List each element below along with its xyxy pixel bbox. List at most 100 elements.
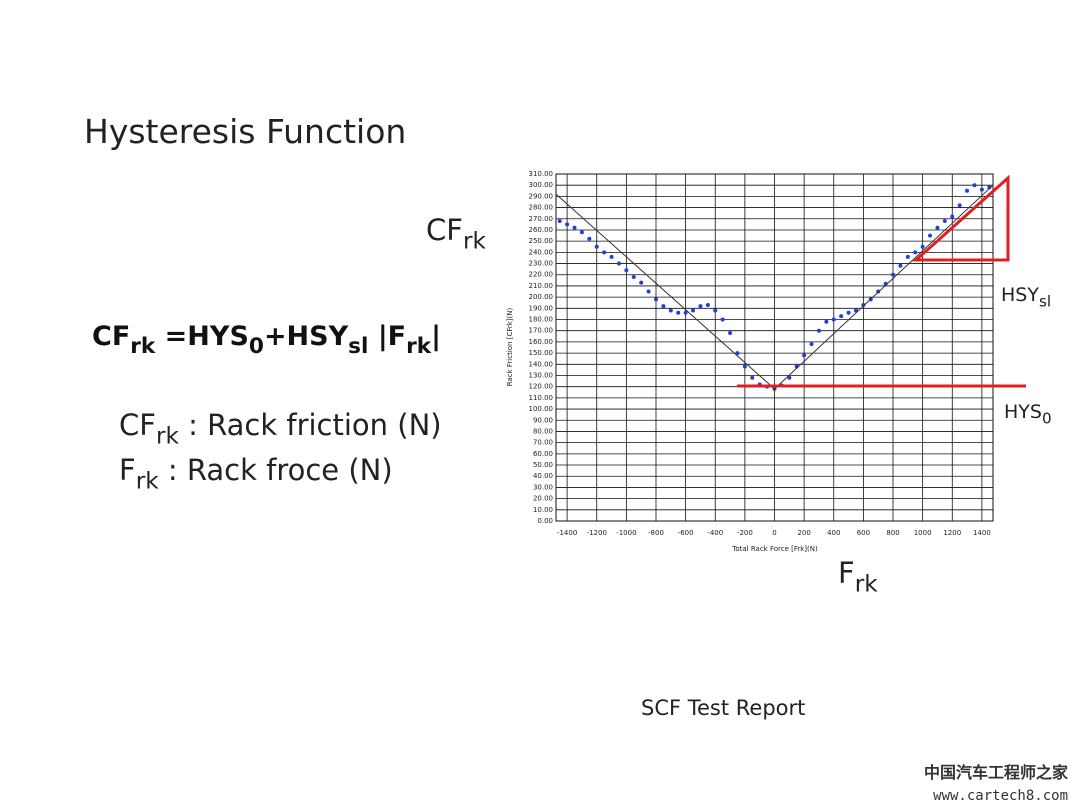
y-tick-label: 200.00: [529, 293, 554, 301]
x-tick-label: 200: [797, 529, 810, 537]
data-point: [720, 317, 725, 322]
data-point: [839, 314, 844, 319]
data-point: [846, 310, 851, 315]
y-axis-label: Rack Friction [CFrk](N): [506, 308, 514, 387]
watermark: www.cartech8.com: [933, 788, 1068, 804]
y-tick-label: 240.00: [529, 248, 554, 256]
data-point: [972, 183, 977, 188]
x-tick-label: -1400: [557, 529, 577, 537]
data-point: [742, 364, 747, 369]
data-point: [979, 187, 984, 192]
y-tick-label: 170.00: [529, 327, 554, 335]
y-tick-label: 100.00: [529, 405, 554, 413]
data-point: [557, 219, 562, 224]
subscript: rk: [156, 423, 180, 450]
data-point: [676, 310, 681, 315]
data-point: [646, 289, 651, 294]
data-point: [698, 304, 703, 309]
text-part: F: [119, 453, 136, 487]
data-point: [809, 342, 814, 347]
y-tick-label: 230.00: [529, 260, 554, 268]
data-point: [631, 274, 636, 279]
text-part: CF: [119, 408, 156, 442]
y-tick-label: 190.00: [529, 304, 554, 312]
subscript: rk: [406, 334, 432, 359]
text-part: =HYS: [155, 321, 249, 352]
data-point: [565, 222, 570, 227]
data-point: [713, 308, 718, 313]
x-tick-label: -1000: [616, 529, 636, 537]
y-tick-label: 260.00: [529, 226, 554, 234]
data-point: [624, 268, 629, 273]
text-part: +HSY: [264, 321, 349, 352]
slide-title: Hysteresis Function: [84, 112, 406, 151]
data-point: [987, 185, 992, 190]
x-axis-label: Total Rack Force [Frk](N): [731, 545, 818, 553]
subscript: 0: [249, 334, 264, 359]
y-tick-label: 150.00: [529, 349, 554, 357]
formula: CFrk =HYS0+HSYsl |Frk|: [92, 321, 441, 359]
data-point: [579, 230, 584, 235]
data-point: [861, 302, 866, 307]
text-part: F: [838, 556, 855, 590]
y-tick-label: 80.00: [533, 427, 553, 435]
data-point: [816, 328, 821, 333]
subscript: rk: [130, 334, 156, 359]
annotation: HSYsl: [1001, 284, 1051, 311]
y-tick-label: 310.00: [529, 170, 554, 178]
subscript: sl: [348, 334, 368, 359]
x-tick-label: -200: [737, 529, 753, 537]
data-point: [913, 250, 918, 255]
x-tick-label: 800: [886, 529, 899, 537]
data-point: [691, 308, 696, 313]
y-tick-label: 210.00: [529, 282, 554, 290]
x-tick-label: 1000: [914, 529, 932, 537]
y-tick-label: 40.00: [533, 472, 553, 480]
text-part: HSY: [1001, 284, 1039, 306]
data-point: [728, 330, 733, 335]
text-part: : Rack froce (N): [159, 453, 393, 487]
data-point: [735, 351, 740, 356]
x-tick-label: 1200: [943, 529, 961, 537]
data-point: [935, 225, 940, 230]
fit-line: [555, 184, 994, 390]
y-tick-label: 20.00: [533, 495, 553, 503]
text-part: |: [431, 321, 441, 352]
y-tick-label: 220.00: [529, 271, 554, 279]
x-tick-label: 400: [827, 529, 840, 537]
text-part: CF: [92, 321, 130, 352]
y-tick-label: 300.00: [529, 181, 554, 189]
annotation: HYS0: [1004, 401, 1052, 428]
x-tick-label: -600: [678, 529, 694, 537]
data-point: [661, 304, 666, 309]
data-point: [831, 317, 836, 322]
slope-triangle: [912, 174, 1010, 262]
y-tick-label: 60.00: [533, 450, 553, 458]
y-tick-label: 90.00: [533, 416, 553, 424]
data-point: [594, 244, 599, 249]
x-annotation: Frk: [838, 556, 878, 598]
data-point: [616, 261, 621, 266]
data-point: [950, 214, 955, 219]
subscript: 0: [1042, 410, 1052, 428]
y-tick-label: 290.00: [529, 192, 554, 200]
y-tick-label: 110.00: [529, 394, 554, 402]
data-point: [587, 236, 592, 241]
caption: SCF Test Report: [641, 696, 805, 720]
data-point: [639, 280, 644, 285]
y-tick-label: 50.00: [533, 461, 553, 469]
y-tick-label: 30.00: [533, 483, 553, 491]
data-point: [683, 310, 688, 315]
text-part: CF: [426, 213, 463, 247]
data-point: [653, 297, 658, 302]
data-point: [787, 375, 792, 380]
data-point: [920, 244, 925, 249]
data-point: [928, 233, 933, 238]
text-part: |F: [368, 321, 406, 352]
data-point: [705, 302, 710, 307]
y-tick-label: 10.00: [533, 506, 553, 514]
data-point: [898, 263, 903, 268]
data-point: [802, 353, 807, 358]
definition: CFrk : Rack friction (N): [119, 408, 442, 450]
